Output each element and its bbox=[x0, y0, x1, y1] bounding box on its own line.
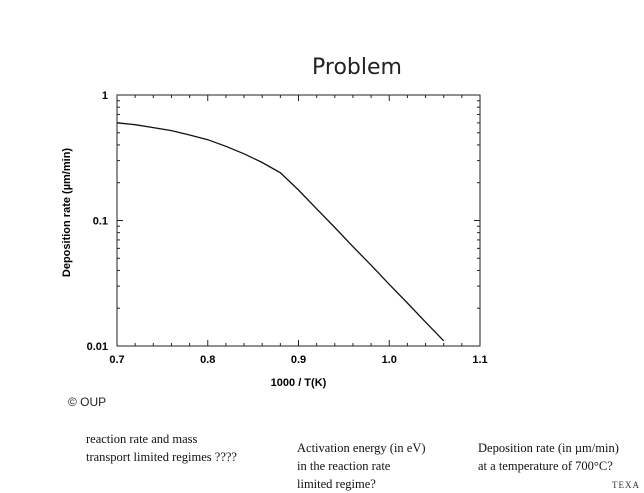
x-tick-label: 0.8 bbox=[200, 354, 215, 366]
deposition-rate-chart: 0.7 0.8 0.9 1.0 1.1 0.01 0.1 1 1000 / T(K) Dep… bbox=[61, 90, 488, 389]
x-axis-label: 1000 / T(K) bbox=[271, 377, 327, 389]
y-axis-ticks: 0.01 0.1 1 bbox=[87, 90, 480, 353]
question-line: in the reaction rate bbox=[297, 459, 391, 473]
y-tick-label: 0.1 bbox=[93, 216, 108, 228]
question-line: reaction rate and mass bbox=[86, 432, 198, 446]
footer-fragment: TEXA bbox=[612, 480, 640, 490]
plot-frame bbox=[116, 94, 481, 347]
question-regimes: reaction rate and mass transport limited… bbox=[86, 430, 237, 466]
x-tick-label: 0.7 bbox=[109, 354, 124, 366]
question-line: limited regime? bbox=[297, 477, 376, 491]
question-line: Deposition rate (in µm/min) bbox=[478, 441, 619, 455]
x-tick-label: 1.0 bbox=[382, 354, 397, 366]
question-line: transport limited regimes ???? bbox=[86, 450, 237, 464]
question-activation-energy: Activation energy (in eV) in the reactio… bbox=[297, 439, 426, 493]
x-tick-label: 0.9 bbox=[291, 354, 306, 366]
x-axis-ticks: 0.7 0.8 0.9 1.0 1.1 bbox=[109, 95, 488, 366]
question-line: at a temperature of 700°C? bbox=[478, 459, 613, 473]
deposition-rate-line bbox=[116, 122, 445, 342]
x-tick-label: 1.1 bbox=[472, 354, 487, 366]
y-axis-label: Deposition rate (µm/min) bbox=[61, 148, 73, 278]
y-tick-label: 1 bbox=[102, 90, 108, 102]
question-line: Activation energy (in eV) bbox=[297, 441, 426, 455]
copyright-credit: © OUP bbox=[68, 395, 107, 409]
minor-ticks bbox=[117, 95, 480, 346]
question-deposition-rate: Deposition rate (in µm/min) at a tempera… bbox=[478, 439, 619, 475]
y-tick-label: 0.01 bbox=[87, 341, 108, 353]
slide-title: Problem bbox=[312, 55, 402, 80]
